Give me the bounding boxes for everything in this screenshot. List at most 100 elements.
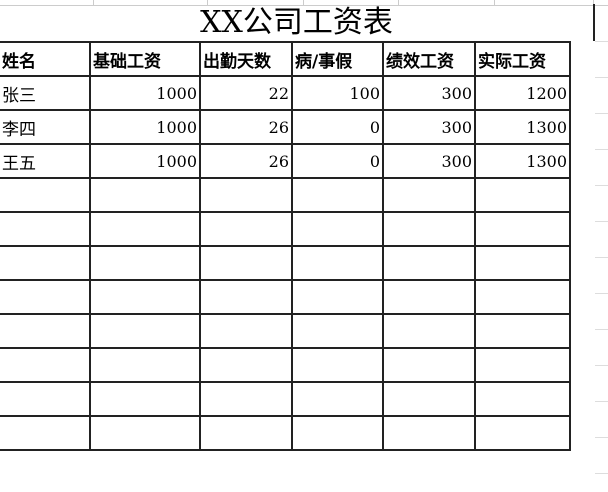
gridline xyxy=(595,401,608,402)
header-cell[interactable]: 基础工资 xyxy=(89,41,201,77)
empty-cell[interactable] xyxy=(0,313,91,349)
empty-cell[interactable] xyxy=(382,415,476,451)
value-cell[interactable]: 100 xyxy=(291,75,384,111)
value-cell[interactable]: 22 xyxy=(199,75,293,111)
value-cell[interactable]: 1000 xyxy=(89,75,201,111)
empty-cell[interactable] xyxy=(0,347,91,383)
empty-cell[interactable] xyxy=(0,381,91,417)
value-cell[interactable]: 1000 xyxy=(89,109,201,145)
empty-cell[interactable] xyxy=(291,279,384,315)
empty-cell[interactable] xyxy=(474,211,571,247)
table-row: 王五 1000 26 0 300 1300 xyxy=(0,143,571,179)
header-cell[interactable]: 姓名 xyxy=(0,41,91,77)
empty-cell[interactable] xyxy=(199,415,293,451)
value-cell[interactable]: 0 xyxy=(291,143,384,179)
empty-cell[interactable] xyxy=(199,381,293,417)
value-cell[interactable]: 1300 xyxy=(474,143,571,179)
empty-row xyxy=(0,279,571,315)
empty-row xyxy=(0,245,571,281)
value-cell[interactable]: 300 xyxy=(382,75,476,111)
empty-row xyxy=(0,177,571,213)
header-cell[interactable]: 绩效工资 xyxy=(382,41,476,77)
empty-cell[interactable] xyxy=(89,381,201,417)
empty-cell[interactable] xyxy=(199,211,293,247)
header-row: 姓名 基础工资 出勤天数 病/事假 绩效工资 实际工资 xyxy=(0,41,571,77)
value-cell[interactable]: 1300 xyxy=(474,109,571,145)
gridline xyxy=(595,437,608,438)
header-cell[interactable]: 实际工资 xyxy=(474,41,571,77)
header-cell[interactable]: 病/事假 xyxy=(291,41,384,77)
empty-cell[interactable] xyxy=(199,177,293,213)
empty-cell[interactable] xyxy=(474,381,571,417)
gridline xyxy=(595,221,608,222)
empty-cell[interactable] xyxy=(291,313,384,349)
empty-cell[interactable] xyxy=(291,347,384,383)
empty-cell[interactable] xyxy=(474,415,571,451)
value-cell[interactable]: 300 xyxy=(382,143,476,179)
value-cell[interactable]: 26 xyxy=(199,109,293,145)
gridline xyxy=(595,329,608,330)
value-cell[interactable]: 1200 xyxy=(474,75,571,111)
salary-table: 姓名 基础工资 出勤天数 病/事假 绩效工资 实际工资 张三 1000 22 100 300 1200… xyxy=(0,41,571,451)
empty-cell[interactable] xyxy=(382,211,476,247)
empty-cell[interactable] xyxy=(474,177,571,213)
empty-cell[interactable] xyxy=(0,177,91,213)
table-row: 李四 1000 26 0 300 1300 xyxy=(0,109,571,145)
empty-cell[interactable] xyxy=(199,313,293,349)
empty-cell[interactable] xyxy=(0,279,91,315)
empty-cell[interactable] xyxy=(382,245,476,281)
right-gridlines xyxy=(595,41,608,492)
sheet-title[interactable]: XX公司工资表 xyxy=(0,4,595,41)
empty-cell[interactable] xyxy=(89,415,201,451)
empty-cell[interactable] xyxy=(199,279,293,315)
value-cell[interactable]: 0 xyxy=(291,109,384,145)
empty-cell[interactable] xyxy=(382,177,476,213)
empty-row xyxy=(0,347,571,383)
value-cell[interactable]: 300 xyxy=(382,109,476,145)
empty-row xyxy=(0,313,571,349)
empty-row xyxy=(0,415,571,451)
empty-cell[interactable] xyxy=(291,381,384,417)
value-cell[interactable]: 26 xyxy=(199,143,293,179)
empty-cell[interactable] xyxy=(0,245,91,281)
empty-cell[interactable] xyxy=(291,177,384,213)
empty-row xyxy=(0,381,571,417)
value-cell[interactable]: 1000 xyxy=(89,143,201,179)
empty-cell[interactable] xyxy=(474,245,571,281)
empty-cell[interactable] xyxy=(382,347,476,383)
empty-cell[interactable] xyxy=(89,245,201,281)
header-cell[interactable]: 出勤天数 xyxy=(199,41,293,77)
empty-cell[interactable] xyxy=(382,381,476,417)
empty-cell[interactable] xyxy=(474,313,571,349)
empty-cell[interactable] xyxy=(89,279,201,315)
name-cell[interactable]: 李四 xyxy=(0,109,91,145)
empty-cell[interactable] xyxy=(382,313,476,349)
empty-cell[interactable] xyxy=(89,211,201,247)
empty-cell[interactable] xyxy=(291,211,384,247)
gridline xyxy=(595,185,608,186)
empty-cell[interactable] xyxy=(89,177,201,213)
empty-cell[interactable] xyxy=(291,415,384,451)
gridline xyxy=(595,113,608,114)
gridline xyxy=(595,293,608,294)
empty-row xyxy=(0,211,571,247)
name-cell[interactable]: 张三 xyxy=(0,75,91,111)
gridline xyxy=(595,257,608,258)
gridline xyxy=(595,77,608,78)
gridline xyxy=(595,41,608,42)
empty-cell[interactable] xyxy=(89,347,201,383)
column-header-strip xyxy=(0,0,608,6)
name-cell[interactable]: 王五 xyxy=(0,143,91,179)
empty-cell[interactable] xyxy=(0,211,91,247)
gridline xyxy=(595,149,608,150)
table-row: 张三 1000 22 100 300 1200 xyxy=(0,75,571,111)
empty-cell[interactable] xyxy=(474,347,571,383)
empty-cell[interactable] xyxy=(382,279,476,315)
empty-cell[interactable] xyxy=(474,279,571,315)
gridline xyxy=(595,365,608,366)
empty-cell[interactable] xyxy=(199,347,293,383)
empty-cell[interactable] xyxy=(89,313,201,349)
empty-cell[interactable] xyxy=(199,245,293,281)
empty-cell[interactable] xyxy=(0,415,91,451)
empty-cell[interactable] xyxy=(291,245,384,281)
